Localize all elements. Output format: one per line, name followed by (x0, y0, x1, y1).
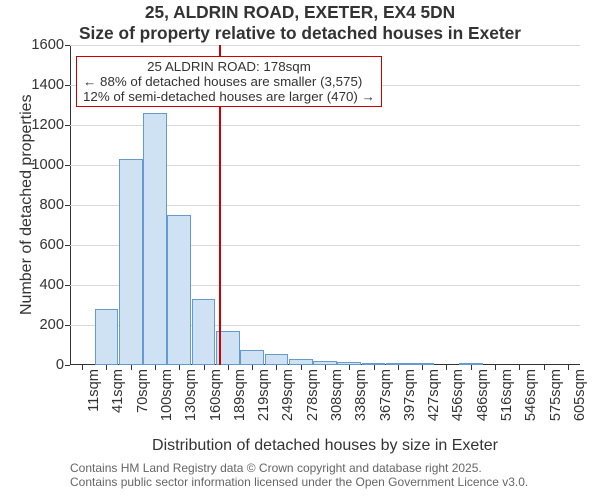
xtick-label: 486sqm (475, 369, 491, 421)
y-axis-label: Number of detached properties (18, 94, 36, 315)
xtick-mark (519, 365, 520, 370)
x-axis-label: Distribution of detached houses by size … (152, 437, 498, 455)
xtick-label: 11sqm (86, 369, 102, 412)
xtick-mark (252, 365, 253, 370)
xtick-label: 70sqm (135, 369, 151, 413)
histogram-bar (95, 309, 119, 365)
xtick-mark (276, 365, 277, 370)
xtick-label: 546sqm (523, 369, 539, 421)
xtick-label: 249sqm (280, 369, 296, 421)
xtick-mark (301, 365, 302, 370)
xtick-label: 516sqm (499, 369, 515, 421)
xtick-mark (325, 365, 326, 370)
annotation-line: 12% of semi-detached houses are larger (… (83, 89, 375, 104)
histogram-bar (167, 215, 191, 365)
annotation-line: ← 88% of detached houses are smaller (3,… (83, 74, 375, 89)
gridline (70, 45, 580, 46)
ytick-label: 1400 (31, 77, 70, 93)
ytick-label: 0 (56, 357, 70, 373)
xtick-mark (106, 365, 107, 370)
xtick-label: 575sqm (548, 369, 564, 421)
xtick-label: 397sqm (402, 369, 418, 421)
annotation-line: 25 ALDRIN ROAD: 178sqm (83, 59, 375, 74)
xtick-mark (374, 365, 375, 370)
histogram-bar (143, 113, 167, 365)
histogram-bar (240, 350, 264, 365)
xtick-mark (82, 365, 83, 370)
xtick-label: 308sqm (329, 369, 345, 421)
xtick-label: 278sqm (305, 369, 321, 421)
xtick-mark (131, 365, 132, 370)
credit-line-2: Contains public sector information licen… (70, 475, 600, 489)
xtick-mark (471, 365, 472, 370)
chart-title-line2: Size of property relative to detached ho… (0, 23, 600, 44)
xtick-label: 367sqm (378, 369, 394, 421)
xtick-mark (446, 365, 447, 370)
ytick-label: 200 (40, 317, 70, 333)
xtick-mark (398, 365, 399, 370)
ytick-label: 1200 (31, 117, 70, 133)
chart-title-line1: 25, ALDRIN ROAD, EXETER, EX4 5DN (0, 0, 600, 23)
xtick-label: 219sqm (256, 369, 272, 421)
credit-line-1: Contains HM Land Registry data © Crown c… (70, 461, 600, 475)
xtick-label: 427sqm (426, 369, 442, 421)
xtick-label: 160sqm (208, 369, 224, 421)
xtick-mark (568, 365, 569, 370)
ytick-label: 1000 (31, 157, 70, 173)
ytick-label: 600 (40, 237, 70, 253)
histogram-figure: { "title": { "line1": "25, ALDRIN ROAD, … (0, 0, 600, 500)
histogram-bar (119, 159, 143, 365)
xtick-mark (204, 365, 205, 370)
xtick-mark (495, 365, 496, 370)
xtick-label: 189sqm (232, 369, 248, 421)
ytick-label: 1600 (31, 37, 70, 53)
xtick-mark (544, 365, 545, 370)
ytick-label: 800 (40, 197, 70, 213)
plot-area: 0200400600800100012001400160011sqm41sqm7… (70, 45, 580, 365)
xtick-label: 130sqm (183, 369, 199, 421)
credits: Contains HM Land Registry data © Crown c… (70, 461, 600, 490)
xtick-mark (228, 365, 229, 370)
xtick-mark (422, 365, 423, 370)
xtick-mark (179, 365, 180, 370)
xtick-label: 41sqm (110, 369, 126, 413)
xtick-label: 100sqm (159, 369, 175, 421)
histogram-bar (265, 354, 289, 365)
annotation-box: 25 ALDRIN ROAD: 178sqm← 88% of detached … (76, 56, 382, 107)
xtick-mark (349, 365, 350, 370)
xtick-label: 605sqm (572, 369, 588, 421)
xtick-label: 338sqm (353, 369, 369, 421)
xtick-mark (155, 365, 156, 370)
xtick-label: 456sqm (450, 369, 466, 421)
ytick-label: 400 (40, 277, 70, 293)
histogram-bar (192, 299, 216, 365)
